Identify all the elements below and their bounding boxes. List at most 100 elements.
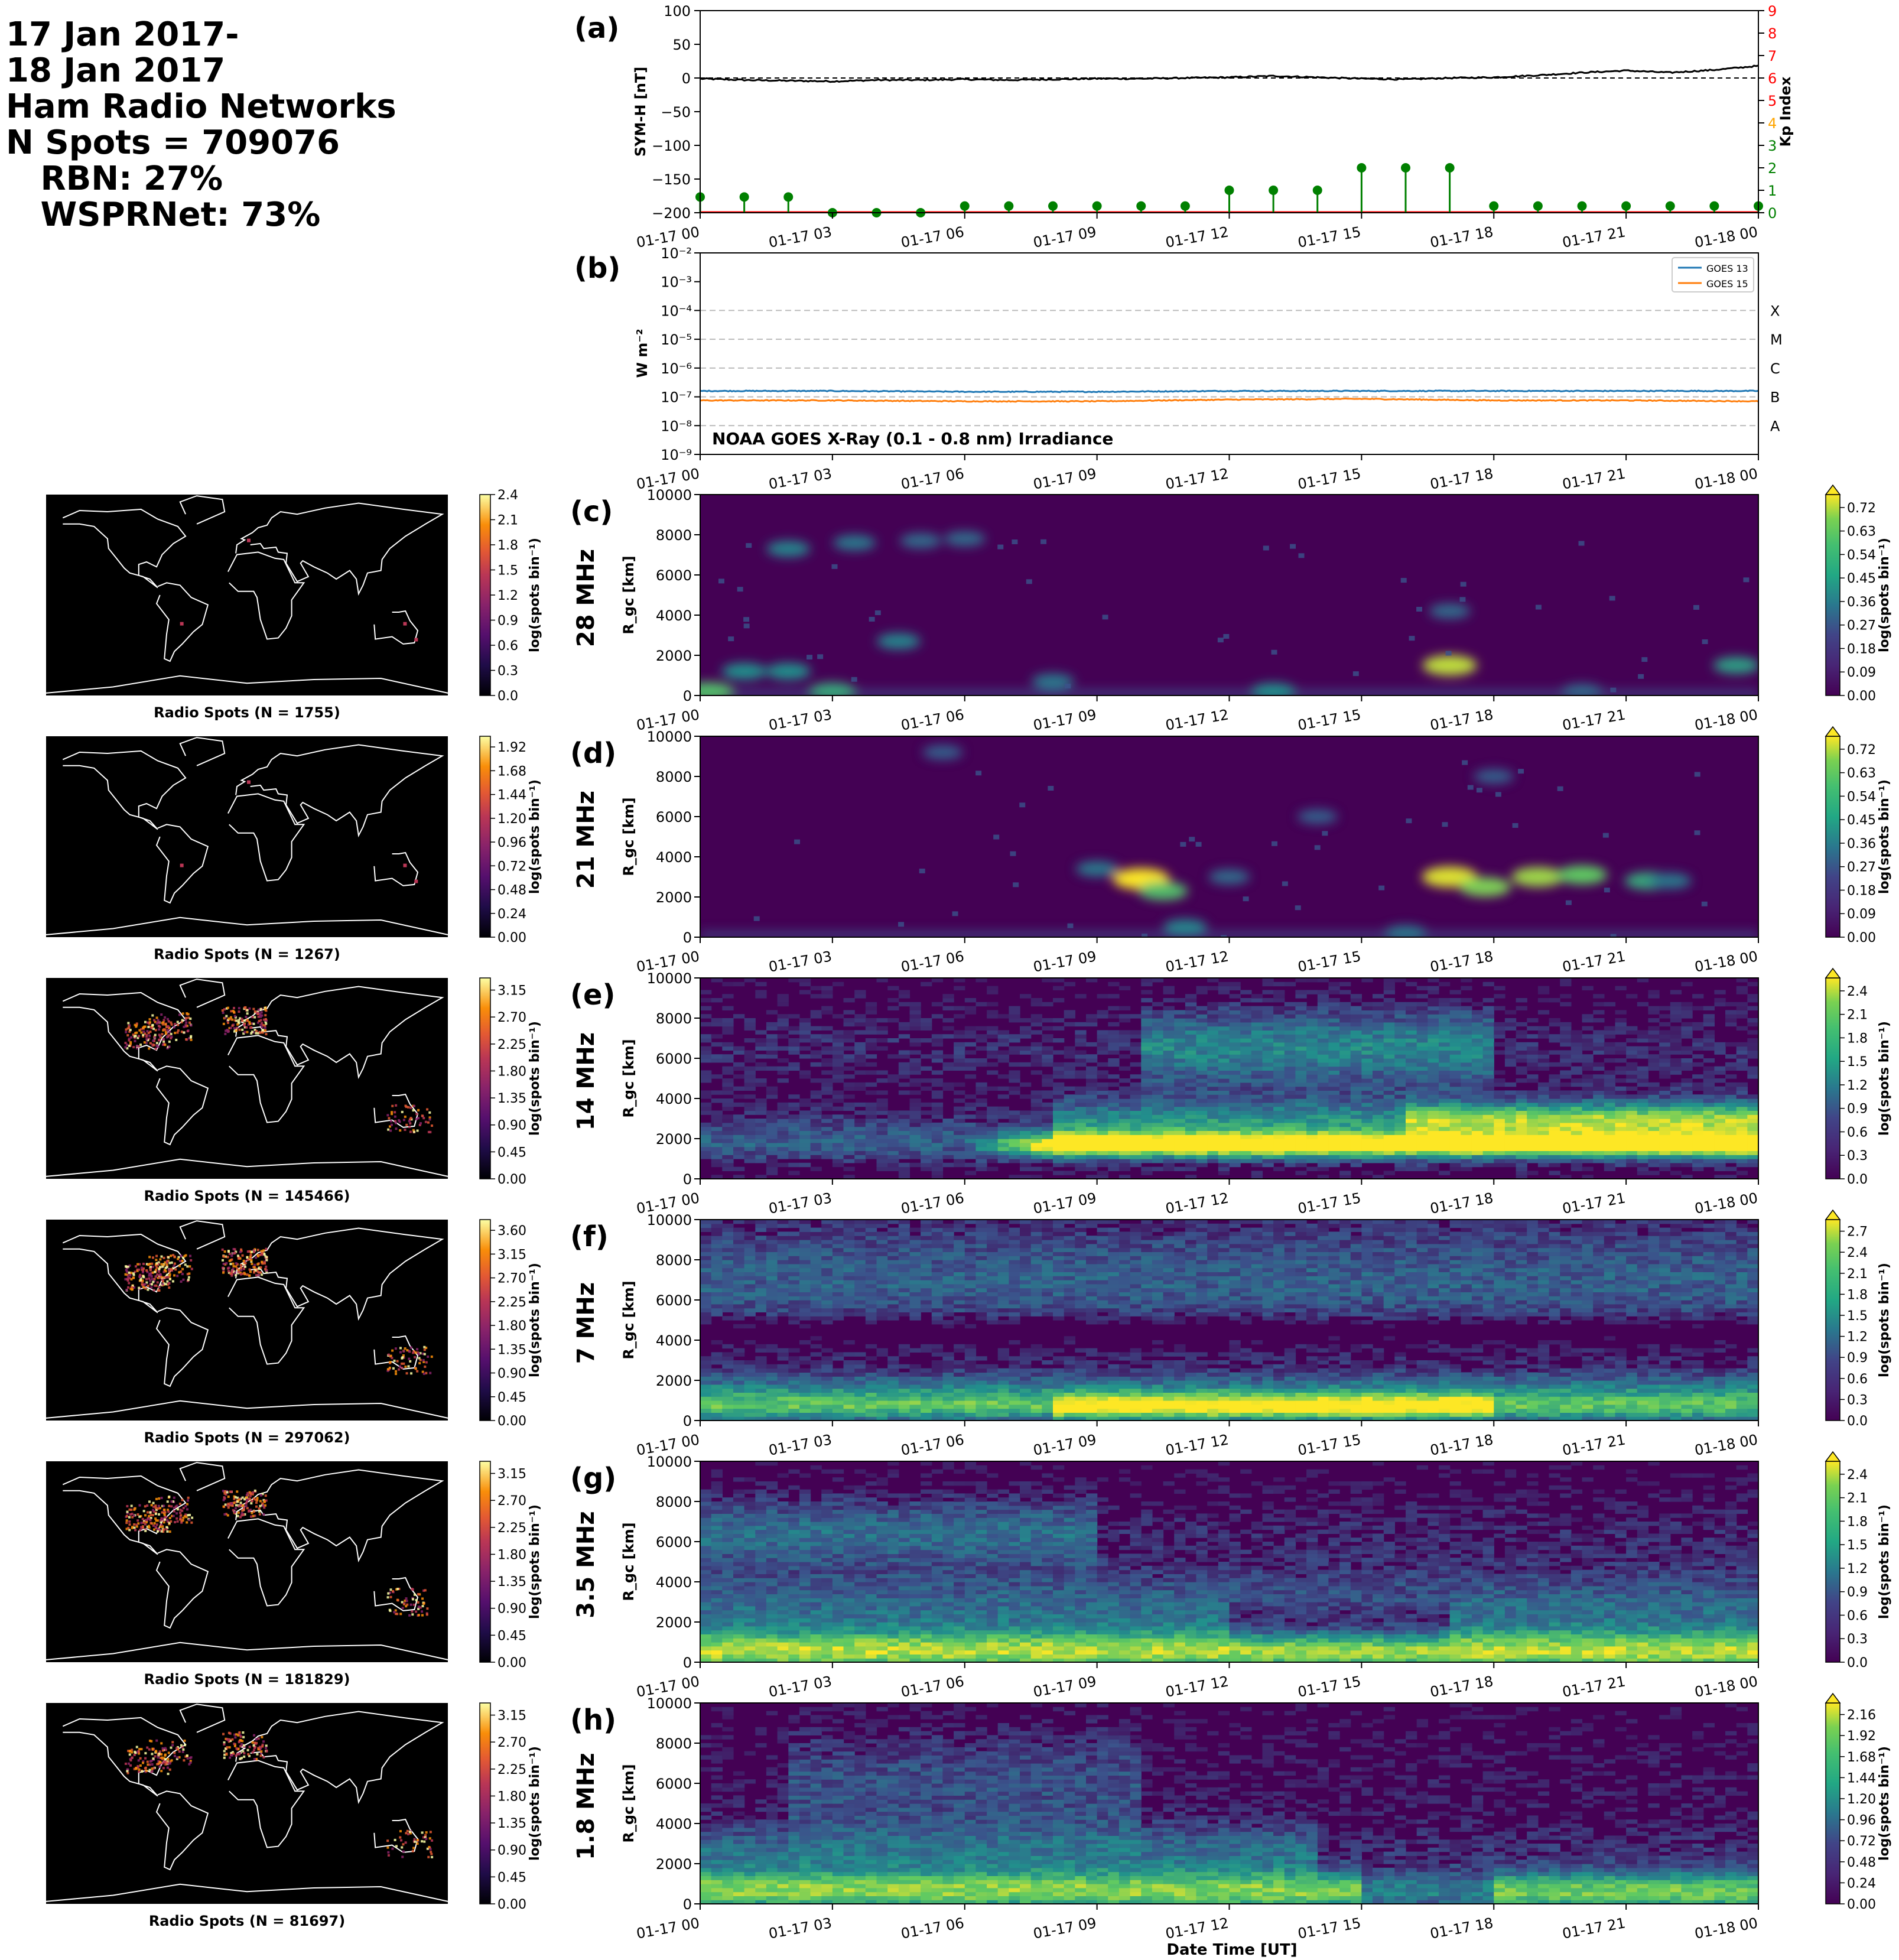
heatmap-cell <box>1626 1122 1638 1127</box>
heatmap-cell <box>1516 1142 1527 1148</box>
heatmap-cell <box>1482 1102 1494 1107</box>
spot-density-cell <box>165 1273 168 1276</box>
heatmap-cell <box>744 1054 756 1059</box>
spot-density-cell <box>158 1033 161 1036</box>
heatmap-cell <box>1229 1042 1241 1047</box>
heatmap-cell <box>1504 1122 1517 1127</box>
heatmap-cell <box>1439 1119 1451 1123</box>
heatmap-cell <box>1284 1074 1296 1079</box>
heatmap-cell <box>799 1054 811 1059</box>
heatmap-cell <box>865 1139 877 1143</box>
heatmap-cell <box>1012 539 1018 544</box>
spot-density-cell <box>240 1248 243 1251</box>
heatmap-cell <box>931 1042 944 1047</box>
spot-density-cell <box>161 1022 164 1025</box>
heatmap-cell <box>964 1094 977 1099</box>
spot-density-cell <box>416 1348 419 1351</box>
heatmap-cell <box>1097 1114 1108 1119</box>
spot-density-cell <box>246 1258 249 1261</box>
band-label: 21 MHz <box>573 791 600 889</box>
heatmap-cell <box>744 1340 756 1345</box>
flare-class-M: M <box>1770 331 1783 348</box>
rgc-ytick-label: 2000 <box>656 648 692 664</box>
heatmap-cell <box>1615 1066 1627 1071</box>
map-cbar-tick-label: 0.00 <box>497 1414 526 1429</box>
heatmap-cell <box>1373 1010 1384 1015</box>
spot-density-cell <box>124 1273 127 1276</box>
heatmap-cell <box>954 1139 965 1143</box>
heatmap-cell <box>1317 1146 1329 1151</box>
heatmap-cell <box>1471 1130 1484 1135</box>
heatmap-cell <box>722 1102 734 1107</box>
heatmap-cell <box>1681 1122 1693 1127</box>
heatmap-cell <box>1361 1050 1373 1055</box>
heatmap-cell <box>1350 1090 1362 1095</box>
spot-density-cell <box>147 1021 149 1024</box>
heatmap-cell <box>733 1247 745 1252</box>
heatmap-cell <box>1350 1150 1362 1155</box>
heatmap-cell <box>1350 1046 1362 1051</box>
heatmap-cell <box>1361 1114 1373 1119</box>
heatmap-cell <box>1317 1050 1329 1055</box>
heatmap-cell <box>1251 1062 1263 1067</box>
heatmap-cell <box>1174 1166 1186 1171</box>
heatmap-cell <box>1262 1126 1274 1131</box>
heatmap-cell <box>1361 1159 1373 1163</box>
heatmap-cell <box>1141 981 1153 987</box>
rgc-ytick-label: 6000 <box>656 809 692 825</box>
heatmap-cell <box>1306 1139 1318 1143</box>
heatmap-cell <box>1373 1135 1384 1139</box>
heatmap-cell <box>733 1380 745 1385</box>
heatmap-cell <box>1582 1146 1594 1151</box>
rgc-ytick-label: 8000 <box>656 769 692 785</box>
heatmap-cell <box>1075 1150 1087 1155</box>
heatmap-cell <box>1185 1122 1197 1127</box>
heatmap-cell <box>1118 1114 1131 1119</box>
heatmap-cell <box>1108 1150 1120 1155</box>
heatmap-cell <box>997 1086 1009 1091</box>
heatmap-cell <box>1130 1139 1142 1143</box>
heatmap-cell <box>1516 1094 1527 1099</box>
heatmap-cell <box>1383 1014 1395 1019</box>
heatmap-cell <box>1163 1139 1175 1143</box>
heatmap-cell <box>1284 1054 1296 1059</box>
heatmap-cell <box>1670 1171 1682 1175</box>
heatmap-cell <box>1427 1110 1439 1115</box>
heatmap-cell <box>1118 1106 1131 1111</box>
heatmap-cell <box>1549 1110 1560 1115</box>
spot-density-cell <box>162 1038 165 1041</box>
heatmap-cell <box>1736 1146 1748 1151</box>
heatmap-cell <box>777 1135 789 1139</box>
heatmap-cell <box>1471 1135 1484 1139</box>
heatmap-cell <box>1406 1046 1417 1051</box>
heatmap-cell <box>1118 1098 1131 1103</box>
legend-goes15: GOES 15 <box>1706 278 1748 290</box>
heatmap-cell <box>1339 1142 1351 1148</box>
heatmap-cell <box>1196 1022 1208 1027</box>
heatmap-cell <box>1196 1114 1208 1119</box>
heatmap-cell <box>1681 1062 1693 1067</box>
heatmap-cell <box>964 1162 977 1168</box>
heatmap-cell <box>1251 1146 1263 1151</box>
heatmap-cell <box>1383 1018 1395 1023</box>
heatmap-cell <box>1196 1119 1208 1123</box>
heatmap-cell <box>1295 1046 1307 1051</box>
heatmap-cell <box>954 1162 965 1168</box>
heatmap-cell <box>1042 1139 1053 1143</box>
heatmap-cell <box>1670 1142 1682 1148</box>
heatmap-cell <box>1141 1114 1153 1119</box>
heatmap-cell <box>1406 1074 1417 1079</box>
heatmap-cell <box>1328 1046 1340 1051</box>
heatmap-cell <box>1141 1094 1153 1099</box>
heatmap-cell <box>1284 1022 1296 1027</box>
spot-density-cell <box>235 1019 238 1022</box>
heatmap-cell <box>711 998 723 1003</box>
heatmap-cell <box>1670 1119 1682 1123</box>
heatmap-cell <box>1009 1070 1020 1075</box>
heatmap-cell <box>1251 1066 1263 1071</box>
map-cbar-tick-label: 2.25 <box>497 1038 526 1052</box>
goes-ytick-label: 10⁻³ <box>661 274 692 291</box>
heatmap-cell <box>876 1135 888 1139</box>
spot-density-cell <box>174 1032 177 1035</box>
heatmap-cell <box>733 1412 745 1417</box>
